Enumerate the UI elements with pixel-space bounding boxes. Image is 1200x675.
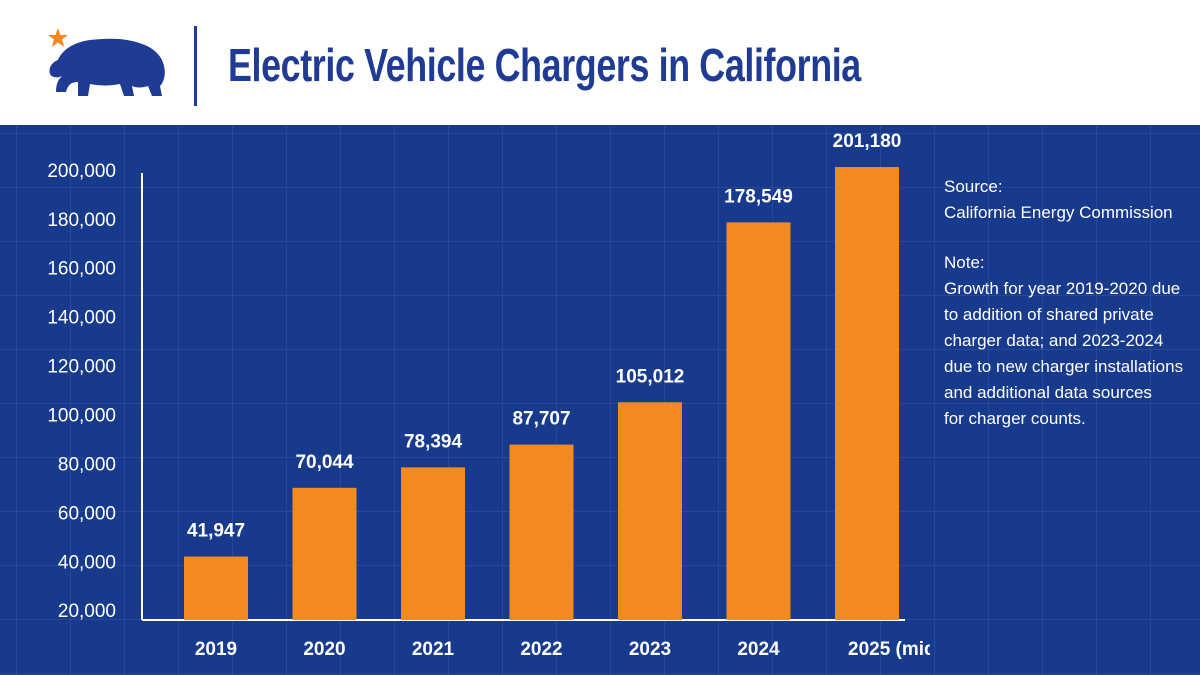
note-block: Note: Growth for year 2019-2020 due to a… <box>944 250 1194 432</box>
data-label: 201,180 <box>833 131 902 152</box>
x-tick-label: 2025 (mid-year) <box>848 639 930 660</box>
bar <box>618 402 682 620</box>
header: Electric Vehicle Chargers in California <box>0 0 1200 125</box>
bear-icon <box>49 38 165 96</box>
note-line: for charger counts. <box>944 409 1086 428</box>
bar <box>835 167 899 620</box>
data-label: 178,549 <box>724 186 793 207</box>
note-line: to addition of shared private <box>944 305 1154 324</box>
x-tick-label: 2024 <box>737 639 780 660</box>
note-label: Note: <box>944 253 985 272</box>
star-icon <box>48 28 68 47</box>
header-divider <box>194 26 197 106</box>
california-bear-logo <box>48 28 165 96</box>
source-label: Source: <box>944 177 1003 196</box>
data-label: 70,044 <box>295 452 354 473</box>
note-line: due to new charger installations <box>944 357 1184 376</box>
y-tick-label: 120,000 <box>47 357 116 378</box>
bar <box>401 467 465 620</box>
bar-chart: 20,000 40,000 60,000 80,000 100,000 120,000 14… <box>47 131 930 660</box>
notes-panel: Source: California Energy Commission Not… <box>944 174 1194 456</box>
data-label: 105,012 <box>616 366 685 387</box>
x-tick-label: 2020 <box>303 639 345 660</box>
data-label: 78,394 <box>404 431 463 452</box>
data-label: 41,947 <box>187 521 245 542</box>
y-tick-label: 180,000 <box>47 210 116 231</box>
y-tick-label: 60,000 <box>58 503 116 524</box>
x-tick-label: 2022 <box>520 639 562 660</box>
bar <box>509 444 574 620</box>
y-tick-label: 100,000 <box>47 406 116 427</box>
note-line: Growth for year 2019-2020 due <box>944 279 1181 298</box>
x-tick-label: 2021 <box>412 639 455 660</box>
chart-panel: 20,000 40,000 60,000 80,000 100,000 120,000 14… <box>0 125 1200 675</box>
y-tick-label: 40,000 <box>58 552 116 573</box>
page-title: Electric Vehicle Chargers in California <box>228 39 861 91</box>
y-tick-label: 200,000 <box>47 161 116 182</box>
data-label: 87,707 <box>512 409 570 430</box>
y-tick-label: 160,000 <box>47 259 116 280</box>
bar <box>726 222 791 620</box>
source-block: Source: California Energy Commission <box>944 174 1194 226</box>
bar <box>184 556 248 620</box>
note-line: charger data; and 2023-2024 <box>944 331 1164 350</box>
y-tick-label: 80,000 <box>58 454 116 475</box>
y-tick-label: 20,000 <box>58 601 116 622</box>
x-tick-label: 2019 <box>195 639 237 660</box>
y-tick-label: 140,000 <box>47 308 116 329</box>
note-line: and additional data sources <box>944 383 1152 402</box>
bar <box>292 487 357 620</box>
x-tick-label: 2023 <box>629 639 671 660</box>
source-text: California Energy Commission <box>944 203 1173 222</box>
